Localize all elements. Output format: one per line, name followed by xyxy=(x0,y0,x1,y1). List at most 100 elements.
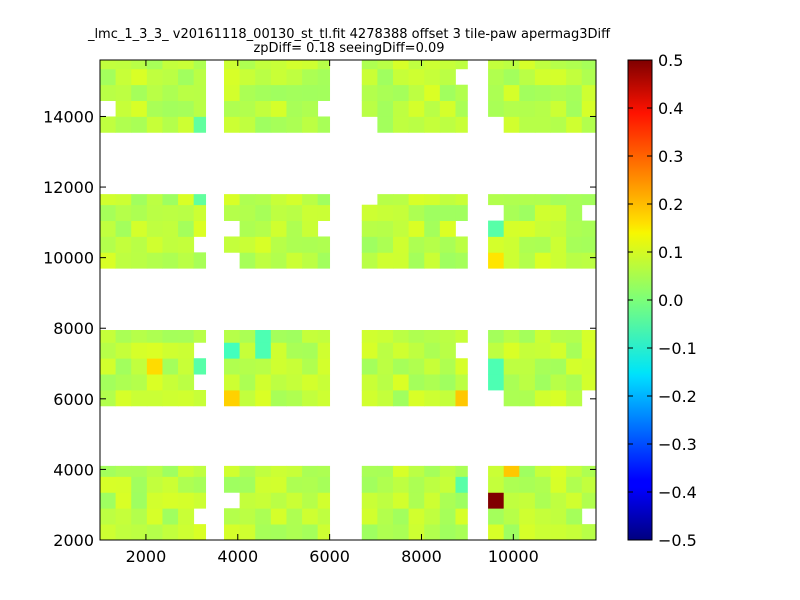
heatmap-cell xyxy=(550,508,567,525)
heatmap-cell xyxy=(224,465,241,477)
heatmap-cell xyxy=(239,84,256,101)
heatmap-cell xyxy=(439,60,456,70)
heatmap-cell xyxy=(534,358,551,375)
heatmap-cell xyxy=(100,330,117,343)
heatmap-cell xyxy=(239,374,256,391)
heatmap-cell xyxy=(239,194,256,206)
heatmap-cell xyxy=(361,358,378,375)
heatmap-cell xyxy=(255,194,272,206)
heatmap-cell xyxy=(439,465,456,477)
heatmap-cell xyxy=(178,194,195,206)
heatmap-cell xyxy=(566,116,583,133)
heatmap-cell xyxy=(193,330,207,343)
heatmap-cell xyxy=(255,390,272,407)
heatmap-cell xyxy=(193,252,207,269)
heatmap-cell xyxy=(178,204,195,221)
heatmap-cell xyxy=(239,252,256,269)
heatmap-cell xyxy=(488,252,505,269)
heatmap-cell xyxy=(162,220,179,237)
heatmap-cell xyxy=(100,492,117,509)
heatmap-cell xyxy=(550,524,567,541)
heatmap-cell xyxy=(534,524,551,541)
heatmap-cell xyxy=(424,204,441,221)
heatmap-cell xyxy=(193,476,207,493)
heatmap-cell xyxy=(503,358,520,375)
heatmap-cell xyxy=(566,342,583,359)
heatmap-cell xyxy=(146,465,163,477)
heatmap-cell xyxy=(439,374,456,391)
heatmap-cell xyxy=(270,465,287,477)
heatmap-cell xyxy=(317,204,331,221)
heatmap-cell xyxy=(193,100,207,117)
heatmap-cell xyxy=(534,194,551,206)
heatmap-cell xyxy=(146,374,163,391)
heatmap-cell xyxy=(581,60,597,70)
y-tick-label: 2000 xyxy=(53,531,94,550)
heatmap-cell xyxy=(424,116,441,133)
heatmap-cell xyxy=(408,68,425,86)
heatmap-cell xyxy=(455,236,468,253)
heatmap-cell xyxy=(255,60,272,70)
heatmap-cell xyxy=(393,330,410,343)
heatmap-cell xyxy=(270,116,287,133)
heatmap-cell xyxy=(439,220,456,237)
heatmap-cell xyxy=(193,524,207,541)
heatmap-cell xyxy=(488,492,505,509)
heatmap-cell xyxy=(317,492,331,509)
heatmap-cell xyxy=(377,358,394,375)
x-tick-label: 6000 xyxy=(309,547,350,566)
heatmap-cell xyxy=(408,84,425,101)
heatmap-cell xyxy=(439,330,456,343)
heatmap-cell xyxy=(100,358,117,375)
heatmap-cell xyxy=(270,84,287,101)
heatmap-cell xyxy=(131,476,148,493)
heatmap-cell xyxy=(224,508,241,525)
heatmap-cell xyxy=(408,330,425,343)
heatmap-cell xyxy=(534,492,551,509)
heatmap-cell xyxy=(550,236,567,253)
heatmap-cell xyxy=(162,68,179,86)
heatmap-cell xyxy=(439,194,456,206)
heatmap-cell xyxy=(519,252,536,269)
heatmap-cell xyxy=(286,204,303,221)
plot-frame xyxy=(99,59,597,541)
heatmap-cell xyxy=(408,524,425,541)
colorbar-tick-label: −0.3 xyxy=(658,435,697,454)
colorbar-tick-label: 0.0 xyxy=(658,291,683,310)
heatmap-cell xyxy=(178,374,195,391)
heatmap-cell xyxy=(178,116,195,133)
heatmap-cell xyxy=(408,342,425,359)
heatmap-cell xyxy=(503,476,520,493)
heatmap-cell xyxy=(255,204,272,221)
colorbar-tick-label: 0.3 xyxy=(658,147,683,166)
heatmap-cell xyxy=(146,492,163,509)
heatmap-cell xyxy=(302,204,319,221)
heatmap-cell xyxy=(566,68,583,86)
heatmap-cell xyxy=(270,100,287,117)
heatmap-cell xyxy=(100,236,117,253)
heatmap-cell xyxy=(317,390,331,407)
heatmap-cell xyxy=(131,236,148,253)
heatmap-cell xyxy=(146,100,163,117)
heatmap-cell xyxy=(393,68,410,86)
heatmap-cell xyxy=(255,374,272,391)
heatmap-cell xyxy=(317,116,331,133)
heatmap-cell xyxy=(255,465,272,477)
heatmap-cell xyxy=(286,220,303,237)
heatmap-cell xyxy=(286,100,303,117)
heatmap-cell xyxy=(361,252,378,269)
heatmap-cell xyxy=(302,492,319,509)
heatmap-cell xyxy=(131,465,148,477)
heatmap-cell xyxy=(534,100,551,117)
heatmap-cell xyxy=(534,342,551,359)
heatmap-cell xyxy=(519,330,536,343)
heatmap-cell xyxy=(566,508,583,525)
heatmap-cell xyxy=(162,524,179,541)
heatmap-cell xyxy=(534,465,551,477)
heatmap-cell xyxy=(115,204,132,221)
heatmap-cell xyxy=(317,68,331,86)
heatmap-cell xyxy=(162,84,179,101)
heatmap-cell xyxy=(131,220,148,237)
heatmap-cell xyxy=(255,236,272,253)
heatmap-cell xyxy=(162,492,179,509)
